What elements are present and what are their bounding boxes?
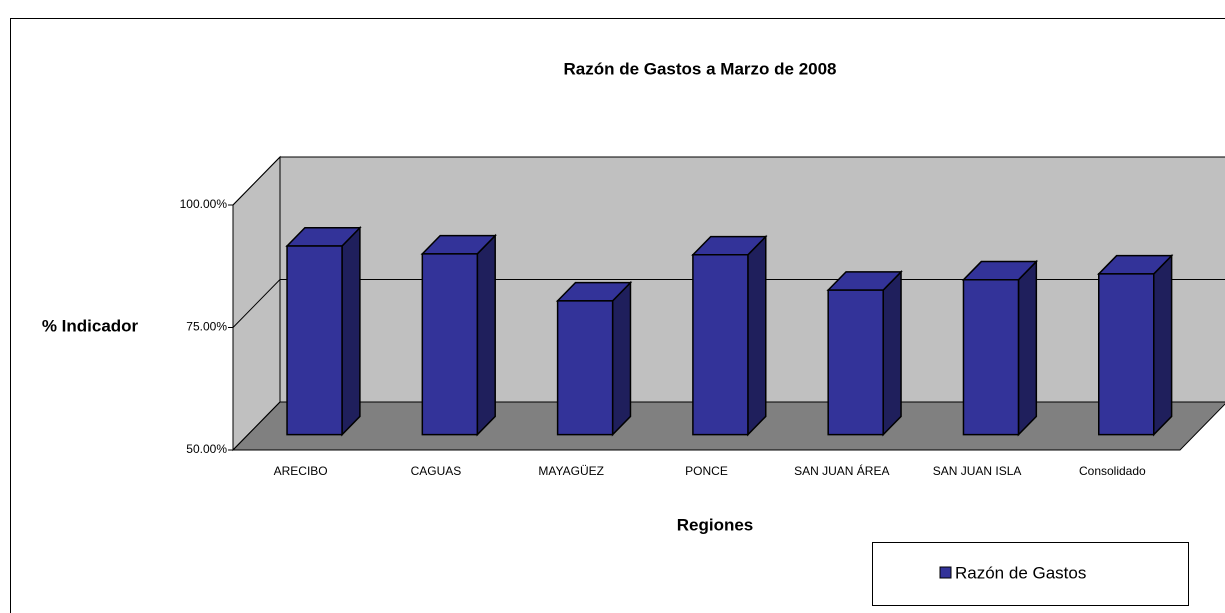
bar [692, 254, 749, 436]
bar-side [1153, 253, 1173, 437]
bar [827, 289, 884, 436]
legend [872, 542, 1189, 606]
x-tick-label: SAN JUAN ÁREA [794, 463, 889, 478]
bar [286, 245, 343, 436]
x-tick-label: MAYAGÜEZ [538, 464, 604, 478]
bar-side [1017, 259, 1038, 437]
plot: 50.00% 75.00% 100.00% ARECIBO CAGUAS MAYAGÜEZ… [180, 155, 1225, 478]
bar [1098, 273, 1155, 436]
grid-line [232, 156, 1225, 206]
x-tick-label: Consolidado [1079, 464, 1146, 478]
x-tick-label: SAN JUAN ISLA [933, 464, 1022, 478]
legend-swatch [939, 566, 952, 579]
bar-side [341, 225, 361, 437]
bar [556, 300, 614, 436]
y-tick-label: 50.00% [186, 442, 227, 456]
y-axis-title: % Indicador [42, 316, 139, 335]
y-tick-label: 100.00% [180, 197, 228, 211]
bar-side [611, 280, 632, 437]
chart-title: Razón de Gastos a Marzo de 2008 [563, 59, 836, 78]
x-tick-label: PONCE [685, 464, 728, 478]
legend-label: Razón de Gastos [955, 563, 1086, 582]
bar [962, 279, 1020, 436]
x-tick-label: ARECIBO [274, 464, 328, 478]
bar [421, 253, 479, 436]
bar-side [882, 270, 902, 437]
grid-line [232, 401, 1225, 451]
bar-side [747, 234, 767, 437]
bar-side [476, 233, 496, 437]
grid-line [232, 279, 1225, 328]
x-axis-title: Regiones [677, 515, 754, 534]
y-tick-label: 75.00% [186, 320, 227, 334]
x-tick-label: CAGUAS [411, 464, 462, 478]
